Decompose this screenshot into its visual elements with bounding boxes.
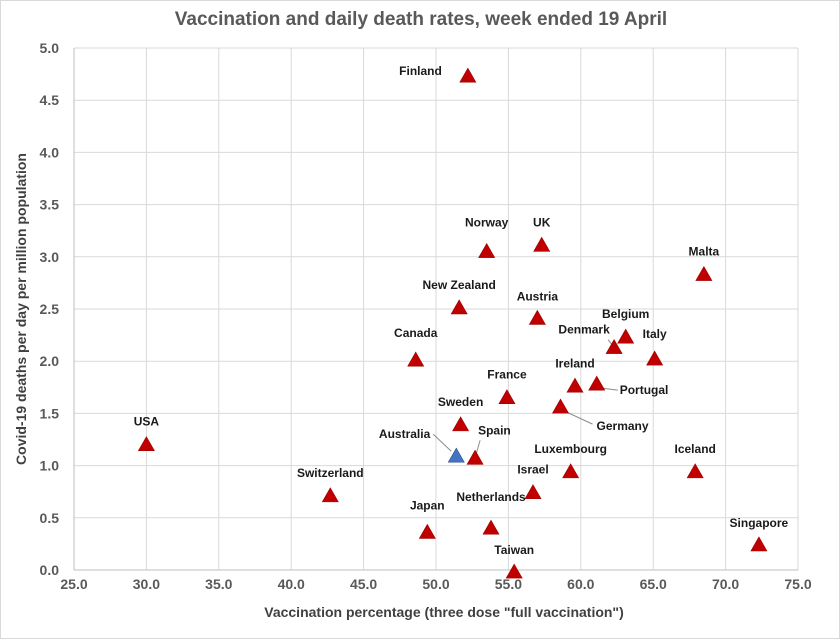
y-tick-label: 3.0 — [40, 249, 60, 265]
point-label-switzerland: Switzerland — [297, 466, 364, 480]
x-tick-label: 30.0 — [133, 576, 160, 592]
point-label-taiwan: Taiwan — [494, 543, 534, 557]
marker-luxembourg — [562, 463, 580, 479]
y-tick-label: 0.5 — [40, 510, 60, 526]
marker-new-zealand — [450, 299, 468, 315]
y-tick-label: 2.5 — [40, 301, 60, 317]
y-tick-label: 4.0 — [40, 144, 60, 160]
marker-spain — [466, 449, 484, 465]
point-label-luxembourg: Luxembourg — [534, 442, 607, 456]
point-label-france: France — [487, 368, 527, 382]
x-tick-label: 50.0 — [422, 576, 449, 592]
leader-line-australia — [432, 433, 452, 452]
leader-line-germany — [564, 410, 593, 425]
y-axis-title: Covid-19 deaths per day per million popu… — [13, 153, 29, 465]
marker-norway — [478, 242, 496, 258]
point-label-uk: UK — [533, 215, 551, 229]
point-label-new-zealand: New Zealand — [422, 278, 495, 292]
marker-japan — [418, 523, 436, 539]
marker-sweden — [452, 416, 470, 432]
marker-canada — [407, 351, 425, 367]
x-tick-label: 25.0 — [60, 576, 87, 592]
marker-netherlands — [482, 519, 500, 535]
marker-switzerland — [321, 487, 339, 503]
x-tick-label: 45.0 — [350, 576, 377, 592]
marker-israel — [524, 484, 542, 500]
x-tick-label: 65.0 — [640, 576, 667, 592]
x-tick-label: 35.0 — [205, 576, 232, 592]
point-label-ireland: Ireland — [555, 356, 594, 370]
point-label-malta: Malta — [689, 245, 720, 259]
marker-austria — [528, 309, 546, 325]
marker-belgium — [617, 328, 635, 344]
y-tick-label: 0.0 — [40, 562, 60, 578]
point-label-australia: Australia — [379, 427, 431, 441]
point-label-netherlands: Netherlands — [456, 490, 526, 504]
point-label-spain: Spain — [478, 423, 511, 437]
y-tick-label: 1.0 — [40, 458, 60, 474]
point-label-portugal: Portugal — [620, 383, 669, 397]
point-label-denmark: Denmark — [558, 323, 610, 337]
x-tick-label: 55.0 — [495, 576, 522, 592]
marker-italy — [646, 350, 664, 366]
point-label-japan: Japan — [410, 498, 445, 512]
x-tick-label: 75.0 — [784, 576, 811, 592]
point-label-germany: Germany — [597, 419, 649, 433]
point-label-belgium: Belgium — [602, 307, 649, 321]
point-label-sweden: Sweden — [438, 395, 483, 409]
marker-uk — [533, 236, 551, 252]
y-tick-label: 3.5 — [40, 197, 60, 213]
chart-title: Vaccination and daily death rates, week … — [174, 9, 668, 30]
point-label-canada: Canada — [394, 326, 438, 340]
axes: 25.0 30.0 35.0 40.0 45.0 50.0 55.0 60.0 65.0 70.0… — [40, 40, 812, 592]
x-axis-title: Vaccination percentage (three dose "full… — [264, 604, 623, 620]
marker-iceland — [686, 463, 704, 479]
x-tick-label: 60.0 — [567, 576, 594, 592]
marker-finland — [459, 67, 477, 83]
marker-portugal — [588, 375, 606, 391]
point-label-finland: Finland — [399, 64, 442, 78]
marker-taiwan — [505, 563, 523, 579]
marker-australia — [447, 447, 465, 463]
point-label-singapore: Singapore — [730, 516, 789, 530]
marker-germany — [552, 398, 570, 414]
point-label-israel: Israel — [517, 463, 548, 477]
point-label-iceland: Iceland — [675, 442, 716, 456]
leader-line-portugal — [601, 387, 618, 391]
y-tick-label: 1.5 — [40, 405, 60, 421]
marker-ireland — [566, 377, 584, 393]
marker-usa — [137, 436, 155, 452]
data-labels: Finland UK Norway Malta New Zealand Austria Be… — [134, 64, 789, 557]
leader-line-spain — [475, 440, 481, 455]
marker-singapore — [750, 536, 768, 552]
x-tick-label: 70.0 — [712, 576, 739, 592]
x-tick-label: 40.0 — [278, 576, 305, 592]
y-tick-label: 2.0 — [40, 353, 60, 369]
point-label-usa: USA — [134, 415, 160, 429]
marker-france — [498, 389, 516, 405]
marker-denmark — [605, 339, 623, 354]
y-tick-label: 4.5 — [40, 92, 60, 108]
point-label-norway: Norway — [465, 216, 509, 230]
data-markers — [137, 67, 768, 579]
point-label-italy: Italy — [643, 327, 667, 341]
y-tick-label: 5.0 — [40, 40, 60, 56]
grid-lines — [74, 47, 799, 570]
point-label-austria: Austria — [517, 289, 559, 303]
marker-malta — [695, 265, 713, 281]
